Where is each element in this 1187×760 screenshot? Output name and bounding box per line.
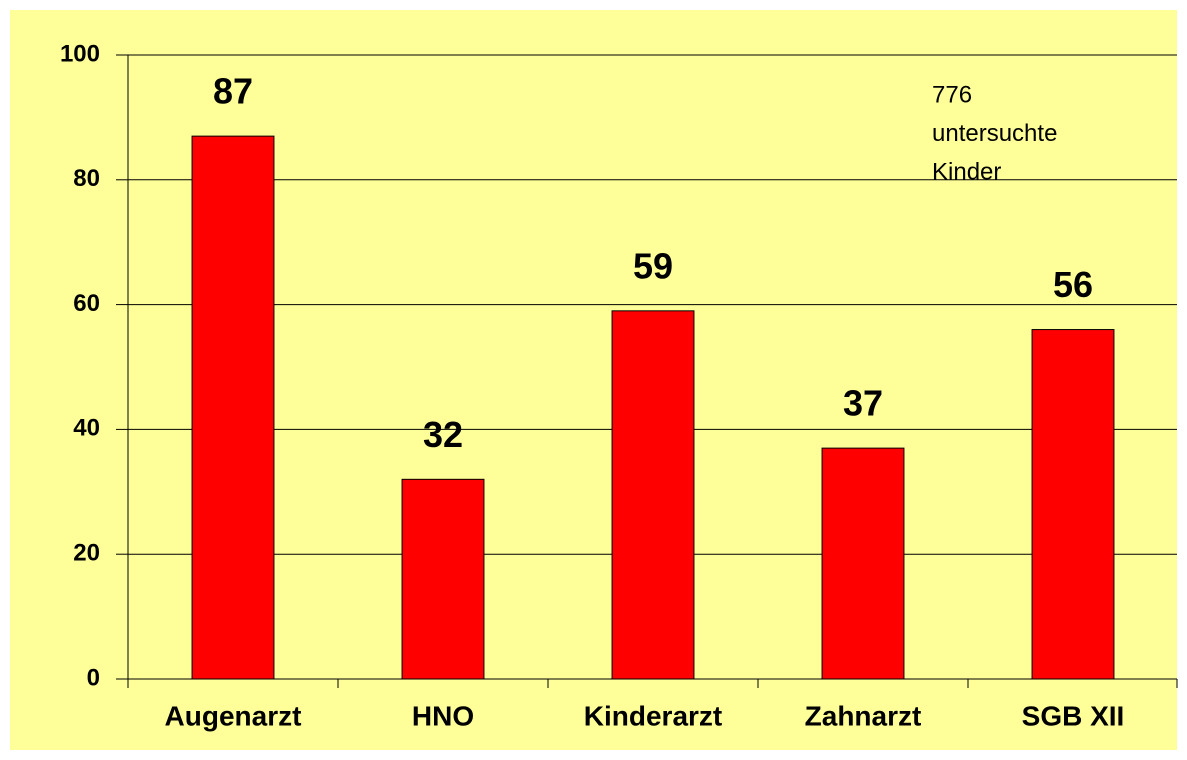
x-tick-label: HNO [412, 700, 474, 731]
value-label: 87 [213, 71, 253, 112]
annotation: 776 [932, 81, 972, 108]
bar [1031, 329, 1115, 680]
bar [191, 135, 275, 680]
value-label: 32 [423, 414, 463, 455]
x-tick-label: Augenarzt [165, 700, 302, 731]
bar [611, 310, 695, 680]
y-tick-label: 60 [73, 290, 100, 317]
x-tick-label: Zahnarzt [805, 700, 922, 731]
x-tick-label: SGB XII [1022, 700, 1125, 731]
bar [821, 447, 905, 680]
y-tick-label: 80 [73, 165, 100, 192]
y-tick-label: 0 [87, 664, 100, 691]
value-label: 37 [843, 383, 883, 424]
annotation: Kinder [932, 158, 1001, 185]
annotation: untersuchte [932, 120, 1057, 147]
bar [401, 478, 485, 680]
y-tick-label: 20 [73, 540, 100, 567]
value-label: 59 [633, 245, 673, 286]
x-tick-label: Kinderarzt [584, 700, 722, 731]
y-tick-label: 40 [73, 415, 100, 442]
value-label: 56 [1053, 264, 1093, 305]
y-tick-label: 100 [60, 40, 100, 67]
